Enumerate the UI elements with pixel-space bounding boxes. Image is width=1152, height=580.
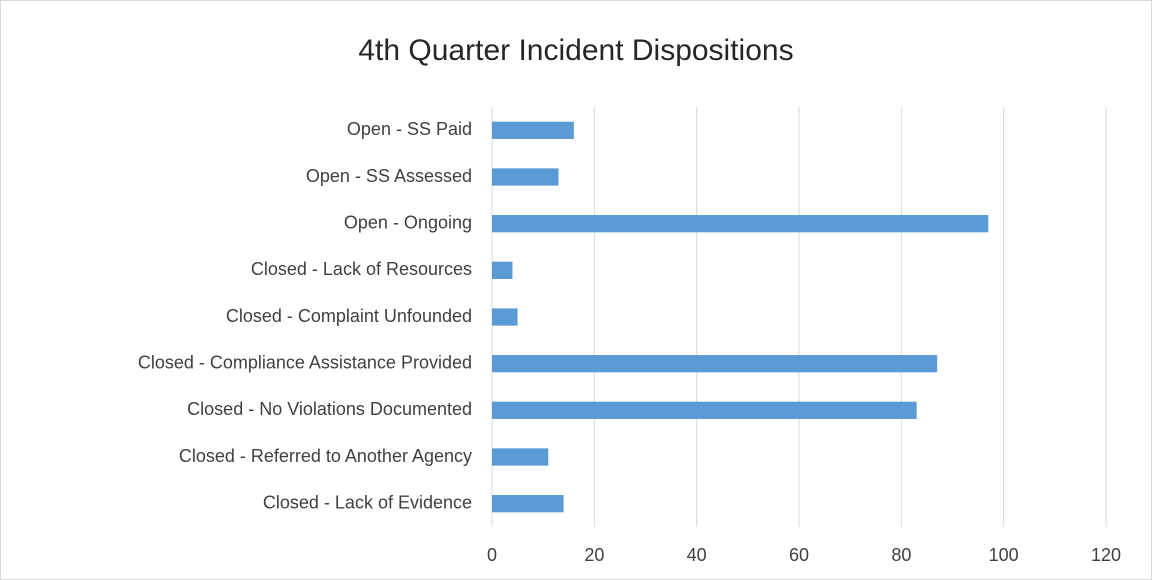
- bar: [492, 448, 549, 466]
- x-tick-label: 80: [891, 545, 911, 565]
- bar: [492, 308, 518, 326]
- bar: [492, 261, 513, 279]
- y-tick-label: Open - SS Paid: [347, 119, 472, 139]
- x-tick-label: 100: [989, 545, 1019, 565]
- y-tick-label: Closed - Compliance Assistance Provided: [138, 352, 472, 372]
- y-tick-label: Closed - No Violations Documented: [187, 399, 472, 419]
- x-tick-label: 0: [487, 545, 497, 565]
- y-tick-label: Open - SS Assessed: [306, 166, 472, 186]
- x-tick-label: 20: [584, 545, 604, 565]
- bar: [492, 121, 574, 139]
- x-tick-label: 40: [687, 545, 707, 565]
- x-tick-label: 60: [789, 545, 809, 565]
- bar: [492, 495, 564, 513]
- y-tick-label: Closed - Complaint Unfounded: [226, 306, 472, 326]
- y-tick-label: Closed - Lack of Resources: [251, 259, 472, 279]
- bar: [492, 355, 938, 373]
- y-tick-label: Open - Ongoing: [344, 212, 472, 232]
- bar: [492, 168, 559, 186]
- x-tick-label: 120: [1091, 545, 1121, 565]
- y-tick-label: Closed - Lack of Evidence: [263, 492, 472, 512]
- chart-title: 4th Quarter Incident Dispositions: [358, 34, 793, 67]
- bar: [492, 401, 917, 419]
- bar: [492, 215, 989, 233]
- y-tick-label: Closed - Referred to Another Agency: [179, 446, 472, 466]
